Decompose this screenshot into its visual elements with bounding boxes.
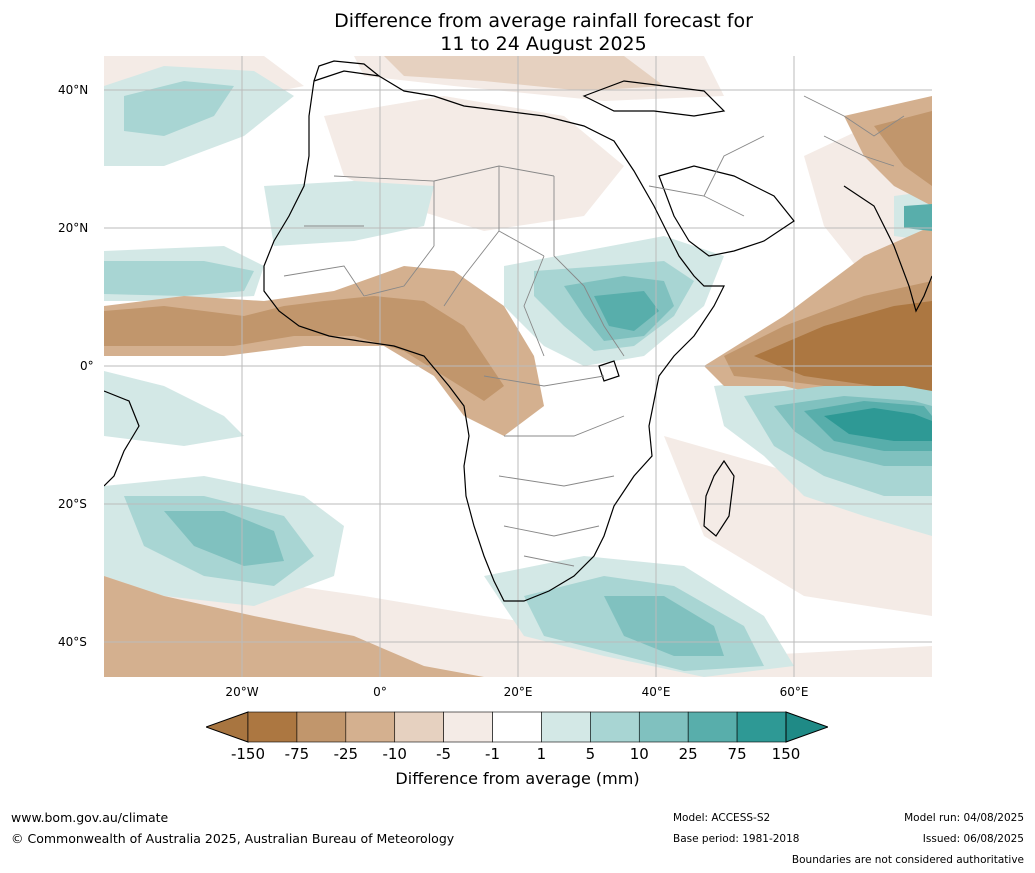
lat-label-40s: 40°S bbox=[58, 635, 87, 649]
wet-light-equatorial-atlantic bbox=[104, 371, 244, 446]
iberia-coastline bbox=[313, 60, 380, 82]
wet-extreme-indian-ocean-core bbox=[824, 408, 932, 441]
colorbar-tick-label: -1 bbox=[485, 745, 501, 763]
madagascar-coastline bbox=[703, 459, 735, 537]
lon-label-60e: 60°E bbox=[779, 685, 809, 699]
lon-label-20w: 20°W bbox=[225, 685, 259, 699]
website-link[interactable]: www.bom.gov.au/climate bbox=[11, 810, 169, 825]
colorbar-extend-low bbox=[204, 711, 249, 743]
map-title: Difference from average rainfall forecas… bbox=[0, 10, 1035, 56]
colorbar-bin bbox=[345, 711, 396, 743]
colorbar-bin bbox=[296, 711, 347, 743]
colorbar-label: Difference from average (mm) bbox=[395, 769, 640, 788]
lat-label-40n: 40°N bbox=[58, 83, 89, 97]
wet-light-west-africa bbox=[264, 181, 434, 246]
colorbar-tick-label: 150 bbox=[771, 745, 801, 763]
dry-light-indian-ocean-east bbox=[664, 436, 932, 616]
title-line-2: 11 to 24 August 2025 bbox=[440, 33, 647, 55]
rainfall-anomaly-map bbox=[104, 56, 932, 677]
anatolia-coastline bbox=[582, 80, 726, 117]
wet-extreme-arabian-sea bbox=[904, 204, 932, 231]
dry-medium-north-med bbox=[384, 56, 664, 91]
africa-coastline bbox=[263, 70, 725, 602]
lon-label-40e: 40°E bbox=[641, 685, 671, 699]
graticule bbox=[104, 56, 932, 677]
arabia-coastline bbox=[658, 165, 795, 257]
boundaries-disclaimer: Boundaries are not considered authoritat… bbox=[791, 854, 1024, 866]
colorbar-bin bbox=[492, 711, 542, 743]
lon-label-20e: 20°E bbox=[503, 685, 533, 699]
colorbar-bin bbox=[443, 711, 493, 743]
colorbar-tick-label: -10 bbox=[382, 745, 407, 763]
wet-extreme-east-africa bbox=[594, 291, 659, 331]
colorbar-bin bbox=[590, 711, 640, 743]
issued-date: Issued: 06/08/2025 bbox=[922, 833, 1024, 845]
base-period: Base period: 1981-2018 bbox=[673, 833, 800, 845]
colorbar-bin bbox=[638, 711, 689, 743]
colorbar-tick-label: 5 bbox=[585, 745, 596, 763]
lon-label-0: 0° bbox=[373, 685, 387, 699]
colorbar-bin bbox=[736, 711, 787, 743]
south-america-coastline bbox=[104, 390, 140, 487]
colorbar-graphic bbox=[204, 711, 830, 743]
colorbar-tick-label: -150 bbox=[230, 745, 266, 763]
map-canvas bbox=[104, 56, 932, 677]
colorbar-tick-label: 75 bbox=[727, 745, 747, 763]
copyright-notice: © Commonwealth of Australia 2025, Austra… bbox=[11, 831, 455, 846]
colorbar-bin bbox=[394, 711, 444, 743]
model-run-date: Model run: 04/08/2025 bbox=[904, 812, 1024, 824]
lat-label-20n: 20°N bbox=[58, 221, 89, 235]
colorbar-extend-high bbox=[785, 711, 830, 743]
dry-dark-india bbox=[874, 111, 932, 186]
lat-label-20s: 20°S bbox=[58, 497, 87, 511]
colorbar-tick-label: -25 bbox=[333, 745, 359, 763]
colorbar-tick-label: -75 bbox=[284, 745, 310, 763]
wet-medium-north-atlantic bbox=[124, 81, 234, 136]
coastlines bbox=[104, 60, 932, 602]
country-borders bbox=[283, 95, 905, 567]
dry-extreme-indian-ocean-core bbox=[754, 301, 932, 391]
colorbar-tick-label: 1 bbox=[536, 745, 547, 763]
colorbar-bin bbox=[541, 711, 591, 743]
colorbar-tick-label: -5 bbox=[436, 745, 452, 763]
wet-dark-south-atlantic bbox=[164, 511, 284, 566]
anomaly-fills bbox=[104, 56, 932, 677]
wet-medium-tropical-atlantic bbox=[104, 261, 254, 296]
dry-medium-south-atlantic bbox=[104, 576, 484, 677]
colorbar-tick-label: 10 bbox=[629, 745, 649, 763]
colorbar-tick-label: 25 bbox=[678, 745, 698, 763]
colorbar-bin bbox=[687, 711, 738, 743]
lat-label-equator: 0° bbox=[80, 359, 94, 373]
india-coastline bbox=[843, 185, 932, 313]
title-line-1: Difference from average rainfall forecas… bbox=[334, 10, 753, 32]
colorbar bbox=[204, 711, 830, 743]
dry-dark-west-africa-coast bbox=[104, 296, 504, 401]
wet-dark-southern-ocean bbox=[604, 596, 724, 656]
colorbar-bin bbox=[247, 711, 298, 743]
model-name: Model: ACCESS-S2 bbox=[673, 812, 771, 824]
